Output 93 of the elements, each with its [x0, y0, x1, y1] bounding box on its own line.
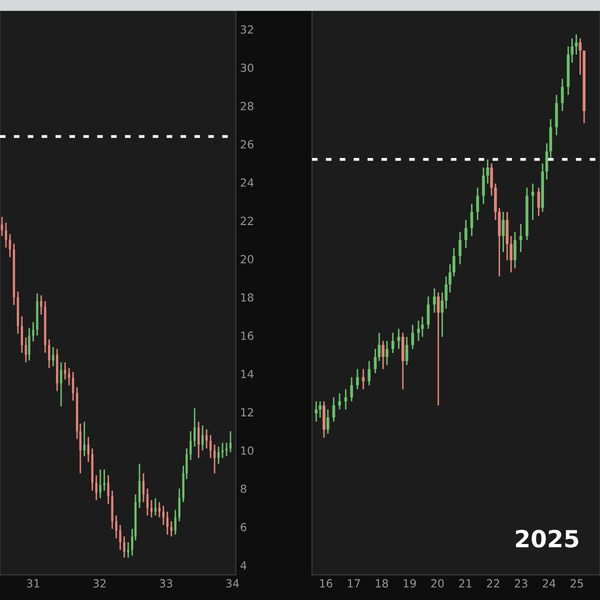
y-tick-label: 10 — [241, 446, 254, 455]
candlestick — [95, 474, 98, 501]
candlestick — [458, 231, 462, 265]
x-tick-label: 34 — [226, 579, 239, 588]
candlestick — [142, 472, 145, 503]
candlestick — [115, 514, 118, 540]
candlestick — [40, 294, 42, 316]
candlestick — [225, 442, 228, 457]
candlestick — [432, 288, 436, 314]
candlestick — [20, 316, 24, 354]
candlestick — [103, 468, 106, 492]
candlestick — [72, 371, 74, 402]
x-tick-label: 33 — [160, 579, 172, 588]
y-tick-label: 14 — [241, 370, 254, 378]
candlestick — [318, 400, 322, 418]
y-tick-label: 12 — [241, 408, 253, 416]
candlestick — [48, 338, 50, 369]
y-tick-label: 8 — [240, 484, 246, 494]
x-tick-label: 17 — [348, 579, 360, 588]
x-tick-label: 23 — [514, 579, 528, 588]
candlestick — [213, 444, 216, 474]
x-tick-label: 19 — [404, 579, 416, 588]
candlestick — [170, 520, 172, 538]
y-tick-label: 24 — [240, 178, 254, 187]
candlestick — [138, 463, 141, 509]
candlestick — [221, 442, 224, 459]
candlestick — [326, 408, 330, 434]
text: 2025 — [516, 530, 578, 548]
candlestick — [146, 488, 149, 516]
candlestick — [24, 336, 28, 364]
candlestick — [64, 362, 66, 380]
candlestick — [32, 321, 34, 342]
candlestick — [209, 434, 212, 459]
y-tick-label: 18 — [241, 293, 254, 302]
candlestick — [229, 430, 232, 454]
candlestick — [386, 340, 388, 366]
candlestick — [537, 186, 540, 217]
candlestick — [28, 327, 30, 362]
candlestick — [338, 392, 342, 410]
candlestick — [356, 368, 359, 390]
candlestick — [205, 428, 208, 450]
candlestick — [368, 360, 371, 386]
y-tick-label: 26 — [240, 140, 254, 149]
candlestick — [201, 424, 204, 452]
y-tick-label: 4 — [240, 561, 246, 570]
y-tick-label: 28 — [240, 102, 254, 110]
y-tick-label: 16 — [241, 332, 254, 340]
candlestick — [417, 320, 420, 342]
candlestick — [0, 216, 4, 237]
candlestick — [476, 186, 480, 221]
candlestick — [178, 488, 180, 522]
candlestick — [52, 346, 54, 367]
candlestick — [486, 158, 490, 184]
candlestick — [60, 362, 62, 408]
y-tick-label: 30 — [240, 64, 254, 72]
candlestick — [426, 296, 430, 330]
candlestick — [420, 316, 424, 338]
candlestick — [482, 166, 485, 204]
x-tick-label: 20 — [431, 579, 444, 588]
y-tick-label: 22 — [240, 216, 253, 225]
x-tick-label: 21 — [459, 579, 472, 588]
candlestick — [4, 222, 8, 248]
candlestick — [560, 78, 564, 112]
candlestick — [107, 474, 110, 505]
candlestick — [411, 324, 414, 350]
candlestick — [119, 524, 122, 551]
x-tick-label: 32 — [93, 579, 106, 588]
candlestick — [514, 231, 516, 269]
candlestick — [123, 536, 126, 558]
candlestick — [87, 436, 90, 463]
x-tick-label: 16 — [320, 579, 332, 588]
x-tick-label: 25 — [570, 579, 583, 588]
candlestick — [127, 542, 130, 558]
candlestick — [99, 468, 102, 499]
candlestick — [464, 219, 468, 249]
candlestick — [490, 162, 493, 196]
candlestick — [83, 420, 86, 457]
y-tick-label: 6 — [240, 522, 246, 532]
x-tick-label: 24 — [542, 579, 556, 588]
x-tick-label: 22 — [486, 579, 500, 588]
candlestick — [174, 509, 176, 536]
candlestick — [198, 420, 200, 459]
candlestick — [166, 510, 168, 536]
y-tick-label: 32 — [240, 25, 253, 34]
candlestick — [194, 408, 196, 448]
candlestick — [162, 505, 164, 526]
x-tick-label: 18 — [376, 579, 388, 588]
candlestick — [350, 376, 354, 402]
candlestick — [8, 233, 12, 258]
candlestick — [391, 332, 394, 354]
x-tick-label: 31 — [26, 579, 40, 588]
candlestick — [382, 340, 385, 370]
y-tick-label: 20 — [240, 254, 254, 264]
